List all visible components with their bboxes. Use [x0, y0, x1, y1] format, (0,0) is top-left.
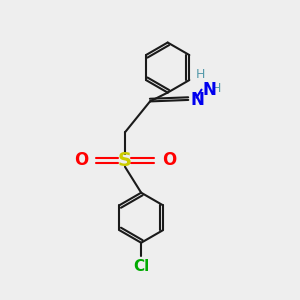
Text: O: O: [74, 151, 88, 169]
Text: N: N: [190, 91, 205, 109]
Text: S: S: [118, 151, 132, 170]
Text: O: O: [162, 151, 176, 169]
Text: N: N: [203, 81, 217, 99]
Text: H: H: [212, 82, 221, 95]
Text: H: H: [195, 68, 205, 81]
Text: Cl: Cl: [133, 259, 149, 274]
